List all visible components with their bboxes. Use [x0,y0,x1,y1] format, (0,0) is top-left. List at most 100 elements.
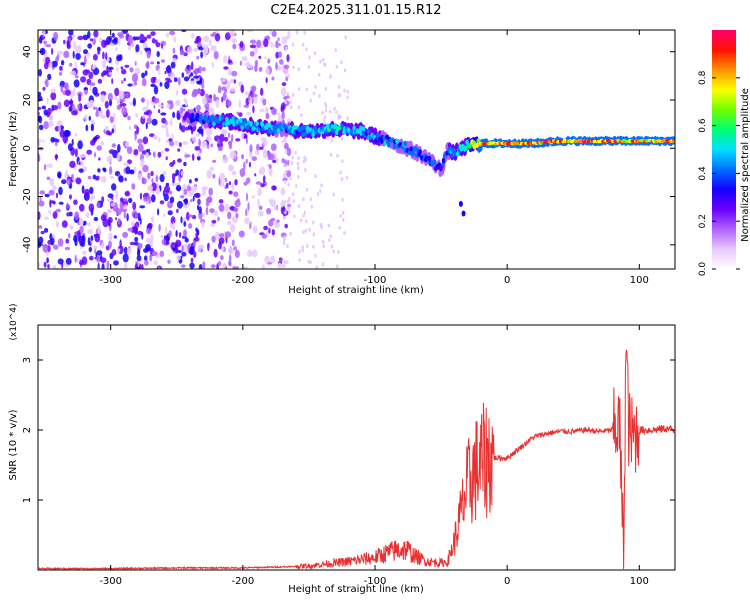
noise-speckle [114,87,120,97]
noise-speckle [305,187,309,192]
noise-speckle [284,223,288,229]
noise-speckle [150,76,156,84]
x-tick-label: 100 [630,275,649,286]
noise-speckle [84,69,90,74]
noise-speckle [139,217,142,225]
noise-speckle [319,189,322,194]
noise-speckle [306,244,309,248]
noise-speckle [302,213,305,218]
noise-speckle [44,78,49,88]
noise-speckle [73,40,77,50]
noise-speckle [137,249,141,257]
noise-speckle [82,234,86,244]
signal-peak [267,122,272,128]
noise-speckle [297,156,300,161]
noise-speckle [224,231,232,238]
noise-speckle [242,266,249,269]
noise-speckle [249,44,256,49]
noise-speckle [179,122,182,130]
noise-speckle [341,159,344,164]
signal-peak [220,115,225,121]
noise-speckle [165,156,168,161]
noise-speckle [195,133,200,137]
noise-speckle [249,144,253,153]
noise-speckle [77,140,83,150]
noise-speckle [38,262,41,268]
noise-speckle [310,204,314,209]
noise-speckle [63,129,70,138]
signal-peak [301,124,306,130]
noise-speckle [238,230,245,238]
noise-speckle [142,106,148,112]
noise-speckle [85,124,89,132]
noise-speckle [298,249,301,254]
noise-speckle [211,219,217,224]
noise-speckle [281,139,288,143]
noise-speckle [143,196,147,202]
noise-speckle [160,112,167,116]
noise-speckle [58,72,63,76]
noise-speckle [93,216,99,222]
noise-speckle [283,64,290,70]
noise-speckle [80,241,85,247]
snr-y-axis-label: SNR (10 * v/v) [8,409,19,480]
noise-speckle [281,110,285,120]
noise-speckle [80,76,87,83]
y-tick-label: -40 [22,237,33,253]
noise-speckle [217,216,220,222]
noise-speckle [190,257,194,263]
noise-speckle [302,42,305,47]
noise-speckle [122,141,126,146]
noise-speckle [104,100,109,109]
snr-ticks: -300 -200 -100 0 100 1 2 3 [22,325,675,587]
noise-speckle [210,223,216,227]
figure-title: C2E4.2025.311.01.15.R12 [270,3,441,18]
noise-speckle [71,138,74,146]
noise-speckle [241,154,244,160]
noise-speckle [120,80,124,84]
noise-speckle [186,65,190,69]
noise-speckle [300,113,303,118]
noise-speckle [184,198,189,205]
noise-speckle [167,210,173,216]
noise-speckle [293,214,296,219]
noise-speckle [221,77,227,83]
noise-speckle [290,161,294,166]
signal-peak [276,128,281,134]
noise-speckle [281,36,287,44]
noise-speckle [72,50,75,59]
noise-speckle [223,55,228,63]
noise-speckle [225,182,229,189]
noise-speckle [341,136,344,141]
noise-speckle [233,79,237,84]
noise-speckle [163,185,171,193]
noise-speckle [329,152,333,157]
noise-speckle [180,216,183,224]
noise-speckle [335,64,339,69]
noise-speckle [268,167,273,177]
noise-speckle [312,232,315,237]
noise-speckle [172,47,176,54]
noise-speckle [66,212,70,217]
noise-speckle [260,87,264,96]
noise-speckle [119,197,124,203]
noise-speckle [46,176,51,181]
noise-speckle [110,202,115,207]
noise-speckle [165,120,168,126]
y-tick-label: -20 [22,188,33,204]
noise-speckle [182,141,188,145]
noise-speckle [68,233,71,239]
noise-speckle [106,65,109,74]
noise-speckle [292,92,295,97]
noise-speckle [187,46,193,54]
noise-speckle [109,166,113,175]
noise-speckle [38,147,44,151]
noise-speckle [260,183,265,188]
noise-speckle [98,107,101,112]
noise-speckle [63,39,66,45]
noise-speckle [77,35,84,41]
noise-speckle [255,181,262,185]
noise-speckle [210,108,215,117]
noise-speckle [102,51,105,60]
